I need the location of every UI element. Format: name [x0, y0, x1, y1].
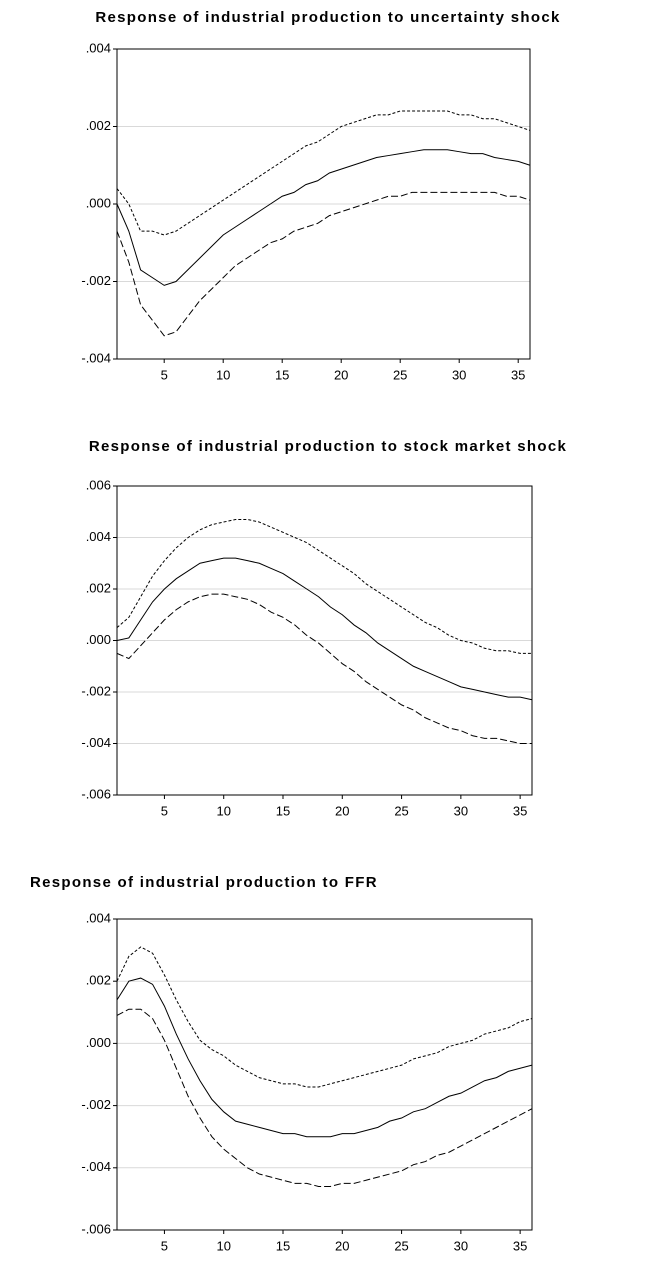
- x-tick-label: 30: [452, 367, 466, 382]
- x-tick-label: 20: [335, 1238, 349, 1253]
- x-tick-label: 10: [216, 367, 230, 382]
- y-tick-label: -.002: [81, 1097, 111, 1112]
- x-tick-label: 10: [216, 803, 230, 818]
- x-tick-label: 35: [513, 803, 527, 818]
- x-tick-label: 30: [454, 1238, 468, 1253]
- y-tick-label: .002: [86, 580, 111, 595]
- response-line: [116, 110, 531, 236]
- chart-title: Response of industrial production to sto…: [89, 438, 567, 455]
- y-tick-label: .004: [86, 910, 111, 925]
- response-line: [116, 149, 531, 286]
- y-tick-label: .000: [86, 1035, 111, 1050]
- x-tick-label: 30: [454, 803, 468, 818]
- y-tick-label: -.006: [81, 786, 111, 801]
- y-tick-label: -.004: [81, 350, 111, 365]
- x-tick-label: 25: [393, 367, 407, 382]
- x-tick-label: 10: [216, 1238, 230, 1253]
- x-tick-label: 20: [335, 803, 349, 818]
- x-tick-label: 15: [275, 367, 289, 382]
- y-tick-label: .002: [86, 118, 111, 133]
- plot-frame: [116, 918, 533, 1231]
- response-line: [116, 946, 533, 1088]
- y-tick-label: .004: [86, 40, 111, 55]
- response-line: [116, 518, 532, 654]
- y-tick-label: .000: [86, 632, 111, 647]
- x-tick-label: 25: [394, 1238, 408, 1253]
- y-tick-label: -.002: [81, 273, 111, 288]
- x-tick-label: 35: [513, 1238, 527, 1253]
- response-line: [116, 557, 533, 701]
- response-line: [116, 1008, 533, 1187]
- chart-title: Response of industrial production to FFR: [30, 874, 378, 891]
- y-tick-label: .004: [86, 529, 111, 544]
- y-tick-label: .000: [86, 195, 111, 210]
- x-tick-label: 35: [511, 367, 525, 382]
- x-tick-label: 15: [276, 803, 290, 818]
- x-tick-label: 5: [161, 803, 168, 818]
- y-tick-label: .002: [86, 973, 111, 988]
- response-line: [116, 977, 533, 1138]
- chart-title: Response of industrial production to unc…: [95, 9, 560, 26]
- y-tick-label: -.002: [81, 683, 111, 698]
- response-line: [116, 593, 532, 744]
- x-tick-label: 5: [161, 1238, 168, 1253]
- y-tick-label: -.006: [81, 1221, 111, 1236]
- response-line: [116, 191, 531, 337]
- x-tick-label: 15: [276, 1238, 290, 1253]
- y-tick-label: -.004: [81, 1159, 111, 1174]
- y-tick-label: -.004: [81, 735, 111, 750]
- x-tick-label: 25: [394, 803, 408, 818]
- x-tick-label: 5: [161, 367, 168, 382]
- y-tick-label: .006: [86, 477, 111, 492]
- x-tick-label: 20: [334, 367, 348, 382]
